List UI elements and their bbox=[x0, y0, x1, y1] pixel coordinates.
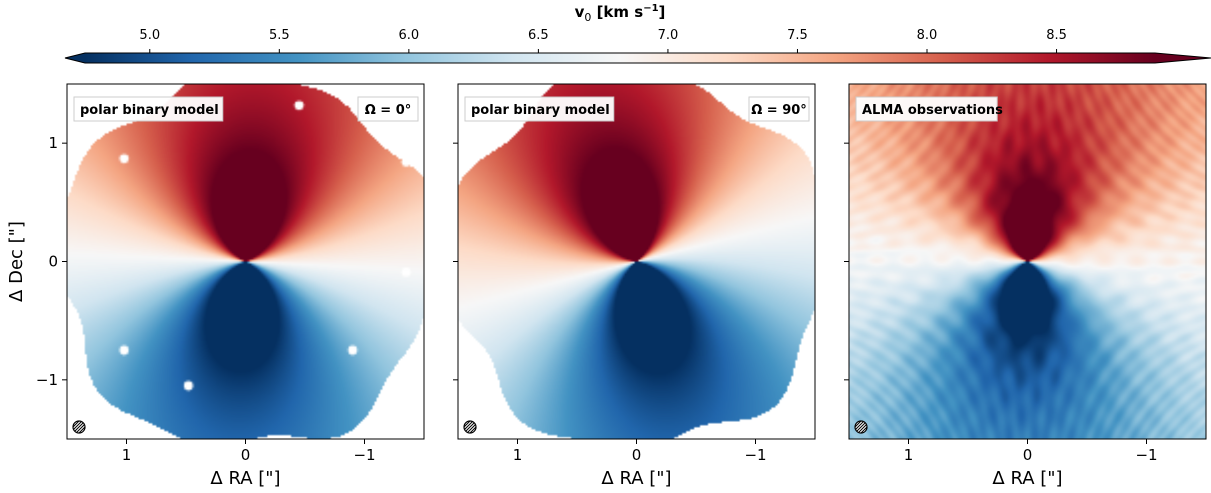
panel-3: 1 0 −1 Δ RA ["] ALMA observations bbox=[844, 83, 1207, 489]
beam-hatch-line bbox=[73, 421, 82, 433]
panel-annotation-box bbox=[748, 96, 810, 122]
panel-annotation-text: Ω = 0° bbox=[365, 103, 412, 118]
x-tick-label: 1 bbox=[513, 446, 523, 464]
beam-hatch-line bbox=[464, 421, 473, 433]
colorbar-label-close: ] bbox=[659, 3, 666, 21]
panel-label-box bbox=[464, 96, 615, 122]
colorbar-label: v0 [km s−1] bbox=[575, 3, 666, 24]
velocity-map bbox=[458, 84, 815, 439]
colorbar-gradient bbox=[85, 53, 1155, 63]
colorbar-label-main: v bbox=[575, 3, 585, 21]
y-tick-label: 1 bbox=[48, 134, 58, 152]
x-tick-label: −1 bbox=[1135, 446, 1157, 464]
panel-label: polar binary model bbox=[73, 96, 224, 122]
colorbar-extend-low bbox=[65, 53, 85, 63]
x-tick-label: 0 bbox=[241, 446, 251, 464]
colorbar-tick-label: 7.0 bbox=[658, 28, 679, 43]
velocity-map bbox=[849, 84, 1206, 439]
beam-outline bbox=[463, 420, 477, 434]
x-tick-label: 1 bbox=[904, 446, 914, 464]
x-tick-label: 1 bbox=[122, 446, 132, 464]
x-tick-label: −1 bbox=[353, 446, 375, 464]
panel-label-box bbox=[73, 96, 224, 122]
x-axis-label: Δ RA ["] bbox=[210, 468, 280, 489]
x-tick-label: 0 bbox=[1023, 446, 1033, 464]
y-tick-label: −1 bbox=[36, 371, 58, 389]
panel-annotation-text: Ω = 90° bbox=[751, 103, 807, 118]
panel-label: polar binary model bbox=[464, 96, 615, 122]
colorbar-tick-label: 8.5 bbox=[1046, 28, 1067, 43]
panel-frame bbox=[848, 83, 1207, 440]
panel-2: 1 0 −1 Δ RA ["] polar binary model Ω = 90° bbox=[453, 83, 816, 489]
panel-label-text: polar binary model bbox=[80, 103, 219, 118]
colorbar-tick-label: 7.5 bbox=[787, 28, 808, 43]
x-tick-label: −1 bbox=[744, 446, 766, 464]
y-axis-label: Δ Dec ["] bbox=[6, 221, 27, 302]
beam-hatch-line bbox=[467, 421, 476, 433]
colorbar-tick-label: 5.0 bbox=[139, 28, 160, 43]
panel-1: 1 0 −1 1 0 −1 Δ RA ["] polar binary model Ω = 0° bbox=[36, 83, 425, 489]
panel-annotation: Ω = 90° bbox=[748, 96, 810, 122]
colorbar-tick-label: 5.5 bbox=[269, 28, 290, 43]
beam-hatch-line bbox=[855, 421, 864, 433]
colorbar-tick-label: 6.0 bbox=[399, 28, 420, 43]
beam-marker bbox=[72, 420, 86, 434]
y-tick-label: 0 bbox=[48, 253, 58, 271]
panel-label: ALMA observations bbox=[855, 96, 1003, 122]
beam-marker bbox=[854, 420, 868, 434]
x-tick-label: 0 bbox=[632, 446, 642, 464]
panel-frame bbox=[66, 83, 425, 440]
colorbar-tick-label: 8.0 bbox=[917, 28, 938, 43]
panel-annotation-box bbox=[357, 96, 419, 122]
velocity-map bbox=[67, 84, 424, 439]
panel-label-box bbox=[855, 96, 998, 122]
beam-outline bbox=[854, 420, 868, 434]
colorbar-label-sub: 0 bbox=[584, 11, 591, 24]
colorbar-tick-label: 6.5 bbox=[528, 28, 549, 43]
panel-label-text: polar binary model bbox=[471, 103, 610, 118]
panel-label-text: ALMA observations bbox=[862, 103, 1003, 118]
colorbar-label-unit: [km s bbox=[591, 3, 643, 21]
panel-annotation: Ω = 0° bbox=[357, 96, 419, 122]
x-axis-label: Δ RA ["] bbox=[992, 468, 1062, 489]
x-axis-label: Δ RA ["] bbox=[601, 468, 671, 489]
panels: 1 0 −1 1 0 −1 Δ RA ["] polar binary model Ω = 0°… bbox=[6, 83, 1207, 489]
colorbar-outline bbox=[64, 52, 1211, 64]
colorbar-extend-high bbox=[1155, 53, 1211, 63]
colorbar: 5.0 5.5 6.0 6.5 7.0 7.5 8.0 8.5 v0 [km s−1] bbox=[64, 3, 1211, 64]
colorbar-label-exp: −1 bbox=[643, 3, 658, 14]
beam-hatch-line bbox=[858, 421, 867, 433]
beam-outline bbox=[72, 420, 86, 434]
panel-frame bbox=[457, 83, 816, 440]
beam-hatch-line bbox=[76, 421, 85, 433]
